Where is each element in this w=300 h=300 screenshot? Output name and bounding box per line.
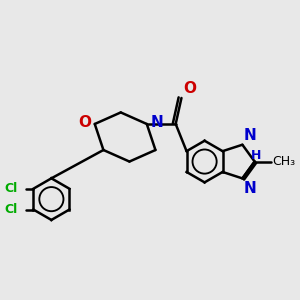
Text: O: O <box>78 115 91 130</box>
Text: N: N <box>244 181 256 196</box>
Text: Cl: Cl <box>4 182 17 195</box>
Text: Cl: Cl <box>4 203 17 216</box>
Text: H: H <box>250 149 261 162</box>
Text: N: N <box>244 128 256 143</box>
Text: CH₃: CH₃ <box>273 155 296 168</box>
Text: O: O <box>183 81 196 96</box>
Text: N: N <box>150 115 163 130</box>
